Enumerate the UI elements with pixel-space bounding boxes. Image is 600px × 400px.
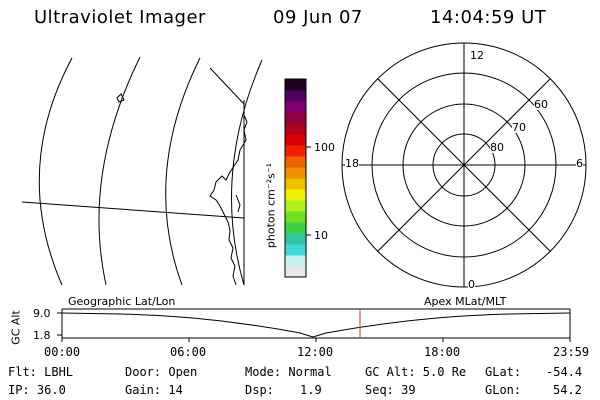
seq-status: Seq: 39	[365, 383, 416, 397]
x-tick-label-0000: 00:00	[44, 345, 81, 359]
altitude-y-bottom: 1.8	[33, 329, 51, 342]
x-tick-label-1800: 18:00	[424, 345, 461, 359]
colorbar-band	[285, 79, 306, 91]
dsp-value: 1.9	[300, 383, 322, 397]
colorbar-band	[285, 167, 306, 179]
glat-value: -54.4	[546, 365, 583, 379]
colorbar-band	[285, 90, 306, 102]
map-gridline	[209, 67, 245, 105]
colorbar-band	[285, 189, 306, 201]
x-tick-label-2359: 23:59	[553, 345, 590, 359]
longitude-arc	[38, 57, 73, 286]
colorbar-tick-label-10: 10	[314, 229, 328, 242]
coastline	[235, 194, 241, 213]
altitude-curve	[61, 312, 571, 338]
gain-status: Gain: 14	[125, 383, 183, 397]
glat-label: GLat:	[485, 365, 522, 379]
instrument-title: Ultraviolet Imager	[34, 7, 206, 28]
observation-time: 14:04:59 UT	[430, 7, 547, 28]
longitude-arc	[231, 59, 263, 286]
coastline	[209, 114, 248, 286]
glon-label: GLon:	[485, 383, 522, 397]
colorbar-band	[285, 112, 306, 124]
colorbar-band	[285, 233, 306, 245]
filter-status: Flt: LBHL	[8, 365, 74, 379]
altitude-left-title: Geographic Lat/Lon	[68, 295, 176, 308]
glon-value: 54.2	[553, 383, 582, 397]
colorbar-band	[285, 178, 306, 190]
colorbar-tick-label-100: 100	[314, 141, 335, 154]
colorbar-band	[285, 145, 306, 157]
polar-label-18: 18	[345, 157, 359, 170]
colorbar-band	[285, 200, 306, 212]
polar-label-6: 6	[576, 157, 583, 170]
altitude-y-top: 9.0	[33, 307, 51, 320]
colorbar-frame	[284, 78, 307, 278]
ip-status: IP: 36.0	[8, 383, 66, 397]
gc-alt-status: GC Alt: 5.0 Re	[365, 365, 467, 379]
colorbar-band	[285, 123, 306, 135]
door-status: Door: Open	[125, 365, 198, 379]
altitude-right-title: Apex MLat/MLT	[424, 295, 507, 308]
latitude-line	[21, 201, 245, 219]
colorbar-band	[285, 244, 306, 256]
colorbar-band	[285, 255, 306, 267]
colorbar-band	[285, 211, 306, 223]
observation-date: 09 Jun 07	[273, 7, 363, 28]
dsp-label: Dsp:	[245, 383, 274, 397]
longitude-arc	[98, 56, 141, 286]
island	[116, 93, 125, 103]
x-tick-label-1200: 12:00	[297, 345, 334, 359]
mode-status: Mode: Normal	[245, 365, 332, 379]
polar-label-80: 80	[490, 141, 504, 154]
colorbar-band	[285, 134, 306, 146]
polar-label-12: 12	[470, 49, 484, 62]
altitude-frame	[61, 308, 571, 339]
polar-label-60: 60	[534, 98, 548, 111]
x-tick-label-0600: 06:00	[170, 345, 207, 359]
colorbar-band	[285, 101, 306, 113]
polar-label-0: 0	[468, 278, 475, 291]
longitude-arc	[165, 57, 201, 286]
colorbar-band	[285, 156, 306, 168]
colorbar-band	[285, 222, 306, 234]
colorbar-band	[285, 266, 306, 278]
polar-diagonal	[377, 78, 551, 252]
polar-label-70: 70	[512, 121, 526, 134]
